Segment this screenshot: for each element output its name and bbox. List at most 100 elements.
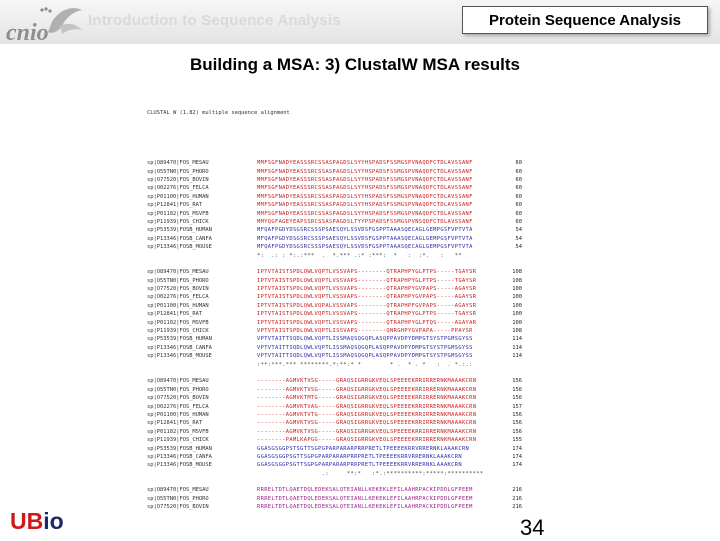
- sequence-residues: VPTVTAITTSQDLQWLVQPTLISSMAQSQGQPLASQPPAV…: [257, 344, 502, 352]
- consensus-line: .: **:* :*.:**********:*****:**********: [147, 470, 527, 478]
- residue-count: 100: [502, 310, 522, 318]
- residue-count: 54: [502, 243, 522, 251]
- sequence-name: sp|O89470|FOS_MESAU: [147, 377, 257, 385]
- sequence-name: sp|P13346|FOSB_MOUSE: [147, 352, 257, 360]
- sequence-residues: RRRELTDTLQAETDQLEDEKSALQTEIANLLKEKEKLEFI…: [257, 495, 502, 503]
- residue-count: 60: [502, 159, 522, 167]
- sequence-name: sp|P13346|FOSB_CANFA: [147, 344, 257, 352]
- alignment-row: sp|P12841|FOS_RAT--------AGMVKTVSG-----G…: [147, 419, 527, 427]
- alignment-header: CLUSTAL W (1.82) multiple sequence align…: [147, 109, 527, 117]
- sequence-residues: IPTVTAISTSPDLQWLVQPTLVSSVAPS--------QTRA…: [257, 319, 502, 327]
- residue-count: 174: [502, 445, 522, 453]
- sequence-residues: --------AGMVKTVTG-----GRAQSIGRRGKVEQLSPE…: [257, 411, 502, 419]
- sequence-residues: IPTVTAISTSPDLQWLVQPTLVSSVAPS--------QTRA…: [257, 268, 502, 276]
- sequence-residues: GGASGSGGPSGTTSGPGPARPARARPRRPRETLTPEEEEK…: [257, 453, 502, 461]
- sequence-name: sp|P53539|FOSB_HUMAN: [147, 226, 257, 234]
- residue-count: 60: [502, 218, 522, 226]
- residue-count: 60: [502, 210, 522, 218]
- residue-count: 60: [502, 201, 522, 209]
- sequence-name: sp|O02276|FOS_FELCA: [147, 293, 257, 301]
- alignment-row: sp|O02276|FOS_FELCA--------AGMVKTVAG----…: [147, 403, 527, 411]
- residue-count: 174: [502, 461, 522, 469]
- cnio-logo: cnio: [2, 2, 86, 46]
- residue-count: 100: [502, 319, 522, 327]
- sequence-name: sp|P01100|FOS_HUMAN: [147, 411, 257, 419]
- sequence-name: sp|O77520|FOS_BOVIN: [147, 503, 257, 511]
- sequence-name: sp|P13346|FOSB_CANFA: [147, 453, 257, 461]
- sequence-name: sp|P53539|FOSB_HUMAN: [147, 445, 257, 453]
- sequence-name: sp|O55TN0|FOS_PHORO: [147, 168, 257, 176]
- sequence-residues: MMYQGFAGEYEAPSSRCSSASPAGDSLTYYPSPADSFSSM…: [257, 218, 502, 226]
- sequence-name: sp|P01100|FOS_HUMAN: [147, 193, 257, 201]
- slide-header: cnio Introduction to Sequence Analysis P…: [0, 0, 720, 44]
- sequence-residues: --------AGMVKTVSG-----GRAQSIGRRGKVEQLSPE…: [257, 428, 502, 436]
- sequence-residues: MMFSGFNADYEASSSRCSSASPAGDSLSYYHSPADSFSSM…: [257, 176, 502, 184]
- header-subtitle: Introduction to Sequence Analysis: [88, 12, 341, 29]
- sequence-residues: IPTVTAISTSPDLQWLVQPTLVSSVAPS--------QTRA…: [257, 293, 502, 301]
- sequence-name: sp|O89470|FOS_MESAU: [147, 268, 257, 276]
- svg-text:cnio: cnio: [6, 20, 49, 46]
- sequence-name: sp|P53539|FOSB_HUMAN: [147, 335, 257, 343]
- residue-count: 216: [502, 486, 522, 494]
- sequence-name: sp|O55TN0|FOS_PHORO: [147, 495, 257, 503]
- residue-count: 100: [502, 285, 522, 293]
- sequence-name: sp|O55TN0|FOS_PHORO: [147, 386, 257, 394]
- residue-count: 60: [502, 176, 522, 184]
- sequence-name: sp|P01102|FOS_MSVFB: [147, 210, 257, 218]
- header-title-box: Protein Sequence Analysis: [462, 6, 708, 34]
- sequence-name: sp|P01102|FOS_MSVFB: [147, 319, 257, 327]
- residue-count: 156: [502, 428, 522, 436]
- alignment-row: sp|P01102|FOS_MSVFB--------AGMVKTVSG----…: [147, 428, 527, 436]
- consensus-line: :**:***.*** ********.*:**:* * * . * . * …: [147, 361, 527, 369]
- residue-count: 114: [502, 352, 522, 360]
- sequence-residues: MMFSGFNADYEASSSRCSSASPAGDSLSYYHSPADSFSSM…: [257, 159, 502, 167]
- residue-count: 100: [502, 293, 522, 301]
- sequence-name: sp|P12841|FOS_RAT: [147, 310, 257, 318]
- consensus-line: *: .: : *:.:*** . *.*** .:* :***: * : :*…: [147, 252, 527, 260]
- residue-count: 54: [502, 226, 522, 234]
- sequence-name: sp|P11939|FOS_CHICK: [147, 218, 257, 226]
- alignment-row: sp|O89470|FOS_MESAU--------AGMVKTVSG----…: [147, 377, 527, 385]
- residue-count: 216: [502, 503, 522, 511]
- sequence-residues: VPTVTAITTSQDLQWLVQPTLISSMAQSQGQPLASQPPAV…: [257, 352, 502, 360]
- sequence-residues: RRRELTDTLQAETDQLEDEKSALQTEIANLLKEKEKLEFI…: [257, 486, 502, 494]
- residue-count: 60: [502, 184, 522, 192]
- alignment-row: sp|P11939|FOS_CHICK--------PAMLKAPGG----…: [147, 436, 527, 444]
- sequence-name: sp|P13346|FOSB_MOUSE: [147, 461, 257, 469]
- sequence-residues: MMFSGFNADYEASSSRCSSASPAGDSLSYYHSPADSFSSM…: [257, 201, 502, 209]
- residue-count: 108: [502, 277, 522, 285]
- alignment-row: sp|O55TN0|FOS_PHORO--------AGMVKTVSG----…: [147, 386, 527, 394]
- residue-count: 156: [502, 411, 522, 419]
- sequence-residues: RRRELTDTLQAETDQLEDEKSALQTEIANLLKEKEKLEFI…: [257, 503, 502, 511]
- sequence-name: sp|P01102|FOS_MSVFB: [147, 428, 257, 436]
- alignment-body: sp|O89470|FOS_MESAU MMFSGFNADYEASSSRCSSAS…: [147, 159, 527, 512]
- residue-count: 174: [502, 453, 522, 461]
- msa-alignment: CLUSTAL W (1.82) multiple sequence align…: [147, 92, 527, 512]
- residue-count: 108: [502, 327, 522, 335]
- sequence-residues: MMFSGFNADYEASSSRCSSASPAGDSLSYYHSPADSFSSM…: [257, 193, 502, 201]
- residue-count: 156: [502, 386, 522, 394]
- residue-count: 100: [502, 302, 522, 310]
- sequence-residues: GGASGSGGPSTSGTTSGPGPARPARARPRRPRETLTPEEE…: [257, 445, 502, 453]
- sequence-residues: IPTVTAISTSPDLQWLVQPTLVSSVAPS--------QTRA…: [257, 285, 502, 293]
- sequence-name: sp|P13346|FOSB_CANFA: [147, 235, 257, 243]
- alignment-row: sp|O77520|FOS_BOVIN--------AGMVKTMTG----…: [147, 394, 527, 402]
- residue-count: 216: [502, 495, 522, 503]
